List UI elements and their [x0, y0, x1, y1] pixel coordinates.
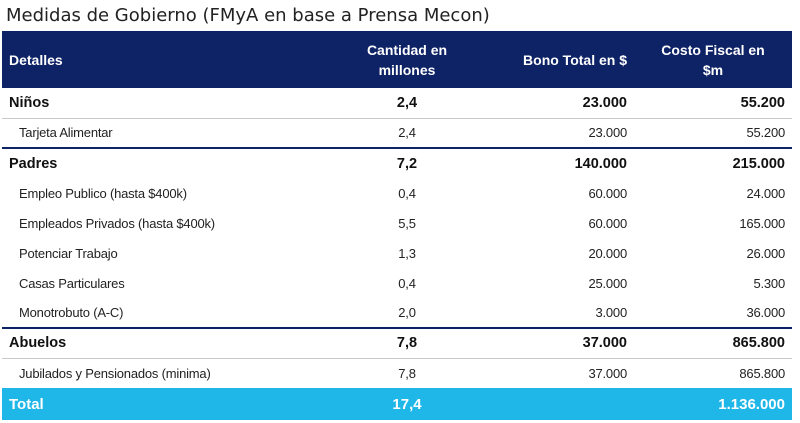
group-cantidad: 2,4 [396, 94, 418, 111]
table-title: Medidas de Gobierno (FMyA en base a Pren… [6, 5, 490, 26]
item-cantidad: 2,4 [352, 118, 462, 149]
group-costo: 215.000 [634, 147, 792, 178]
item-row: Empleados Privados (hasta $400k) 5,5 60.… [2, 208, 792, 238]
item-bono: 3.000 [595, 305, 627, 320]
item-bono: 20.000 [588, 245, 627, 261]
item-costo: 36.000 [746, 305, 785, 320]
group-cantidad: 7,8 [352, 327, 462, 358]
header-detalles: Detalles [9, 51, 63, 68]
item-cantidad: 0,4 [398, 185, 416, 201]
group-name: Abuelos [2, 327, 352, 358]
group-cantidad: 7,2 [352, 147, 462, 178]
total-row: Total 17,4 1.136.000 [2, 388, 792, 420]
item-cantidad: 2,0 [398, 305, 416, 320]
item-bono: 60.000 [588, 215, 627, 231]
group-bono: 23.000 [582, 94, 627, 111]
item-name: Casas Particulares [19, 275, 125, 291]
item-row: Casas Particulares 0,4 25.000 5.300 [2, 268, 792, 298]
group-row-abuelos: Abuelos 7,8 37.000 865.800 [2, 327, 792, 358]
group-bono: 37.000 [462, 327, 634, 358]
total-label: Total [9, 395, 44, 413]
item-bono: 23.000 [462, 118, 634, 149]
item-costo: 5.300 [753, 275, 785, 291]
group-row-ninos: Niños 2,4 23.000 55.200 [2, 88, 792, 118]
item-row: Monotrobuto (A-C) 2,0 3.000 36.000 [2, 298, 792, 328]
item-name: Empleados Privados (hasta $400k) [19, 215, 215, 231]
group-bono: 140.000 [462, 147, 634, 178]
item-name: Empleo Publico (hasta $400k) [19, 185, 187, 201]
item-bono: 37.000 [588, 365, 627, 381]
item-bono: 60.000 [588, 185, 627, 201]
item-bono: 25.000 [588, 275, 627, 291]
group-costo: 865.800 [634, 327, 792, 358]
item-cantidad: 5,5 [398, 215, 416, 231]
header-costo: Costo Fiscal en $m [634, 31, 792, 88]
group-costo: 55.200 [740, 94, 785, 111]
item-name: Jubilados y Pensionados (minima) [19, 365, 211, 381]
measures-table: Detalles Cantidad en millones Bono Total… [2, 31, 792, 420]
total-cantidad: 17,4 [392, 395, 422, 413]
item-costo: 26.000 [746, 245, 785, 261]
header-row: Detalles Cantidad en millones Bono Total… [2, 31, 792, 88]
item-costo: 165.000 [739, 215, 785, 231]
item-cantidad: 0,4 [398, 275, 416, 291]
header-costo-line2: $m [702, 61, 724, 78]
item-row: Tarjeta Alimentar 2,4 23.000 55.200 [2, 118, 792, 149]
item-name: Tarjeta Alimentar [2, 118, 352, 149]
item-cantidad: 7,8 [398, 365, 416, 381]
item-costo: 24.000 [746, 185, 785, 201]
group-row-padres: Padres 7,2 140.000 215.000 [2, 147, 792, 178]
item-row: Empleo Publico (hasta $400k) 0,4 60.000 … [2, 178, 792, 208]
group-name: Padres [2, 147, 352, 178]
total-costo: 1.136.000 [718, 395, 785, 413]
header-cantidad-line2: millones [378, 61, 436, 78]
item-cantidad: 1,3 [398, 245, 416, 261]
item-name: Potenciar Trabajo [19, 245, 118, 261]
header-costo-line1: Costo Fiscal en [661, 41, 765, 58]
item-row: Potenciar Trabajo 1,3 20.000 26.000 [2, 238, 792, 268]
header-bono: Bono Total en $ [523, 51, 627, 68]
item-name: Monotrobuto (A-C) [19, 305, 124, 320]
total-bono-empty [462, 388, 634, 420]
item-costo: 865.800 [739, 365, 785, 381]
header-cantidad: Cantidad en millones [352, 31, 462, 88]
item-costo: 55.200 [634, 118, 792, 149]
group-name: Niños [9, 94, 50, 111]
header-cantidad-line1: Cantidad en [366, 41, 448, 58]
item-row: Jubilados y Pensionados (minima) 7,8 37.… [2, 358, 792, 388]
